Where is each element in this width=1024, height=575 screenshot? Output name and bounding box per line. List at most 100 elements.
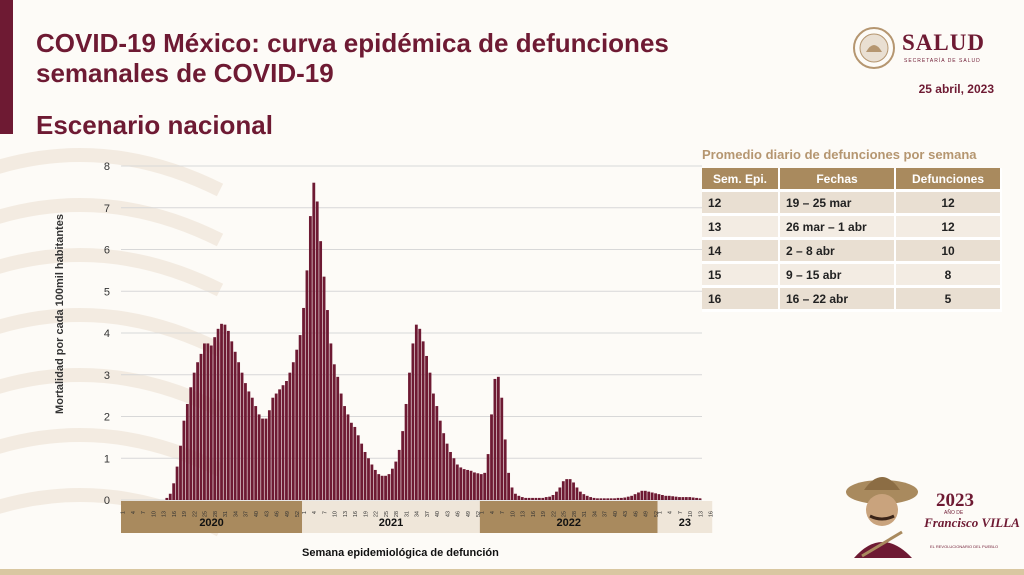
- bar: [582, 494, 586, 500]
- bar: [626, 496, 630, 500]
- x-tick-label: 34: [592, 511, 598, 517]
- x-tick-label: 49: [466, 511, 472, 517]
- table-row: 12 19 – 25 mar 12: [702, 190, 1002, 216]
- bar: [408, 372, 411, 500]
- bar: [343, 406, 346, 500]
- bar: [476, 473, 480, 500]
- bar: [418, 328, 422, 500]
- bar: [623, 497, 627, 500]
- bar: [654, 493, 657, 500]
- year-band: [479, 501, 658, 533]
- bar: [510, 487, 514, 500]
- x-tick-label: 37: [425, 511, 431, 517]
- x-tick-label: 1: [302, 511, 308, 514]
- bar: [404, 403, 408, 500]
- bar: [462, 469, 466, 500]
- bar: [353, 426, 357, 500]
- x-tick-label: 16: [172, 511, 178, 517]
- bar: [216, 328, 220, 500]
- x-tick-label: 7: [678, 511, 684, 514]
- bar: [507, 472, 511, 500]
- x-tick-label: 46: [633, 511, 639, 517]
- y-axis-label: Mortalidad por cada 100mil habitantes: [54, 214, 66, 414]
- bar: [226, 330, 230, 500]
- bar: [220, 323, 223, 500]
- bar: [380, 475, 384, 500]
- bar: [657, 494, 661, 500]
- bar: [534, 497, 538, 500]
- bottom-bar: [0, 569, 1024, 575]
- table-cell: 12: [702, 190, 780, 216]
- bar: [370, 464, 374, 500]
- bar: [578, 491, 582, 500]
- x-tick-label: 19: [182, 511, 188, 517]
- bar: [452, 458, 456, 500]
- bar: [606, 498, 610, 500]
- bar: [469, 470, 473, 500]
- bar: [493, 378, 497, 500]
- bar: [514, 493, 517, 500]
- bar: [531, 497, 534, 500]
- bar: [616, 497, 620, 500]
- table-title: Promedio diario de defunciones por seman…: [702, 147, 977, 162]
- bar: [496, 376, 500, 500]
- coat-of-arms-icon: [853, 27, 895, 69]
- bar: [640, 490, 644, 500]
- bar: [698, 498, 702, 500]
- bar: [308, 216, 312, 500]
- x-tick-label: 13: [698, 511, 704, 517]
- bar: [209, 345, 213, 500]
- bar: [432, 393, 435, 500]
- bar: [295, 349, 299, 500]
- page-title: COVID-19 México: curva epidémica de defu…: [36, 28, 669, 88]
- bar: [568, 479, 572, 501]
- bar: [196, 362, 200, 500]
- x-tick-label: 1: [480, 511, 486, 514]
- bar: [360, 443, 364, 500]
- bar: [203, 343, 206, 500]
- bar: [667, 495, 671, 500]
- bar: [445, 443, 449, 500]
- bar: [165, 497, 169, 500]
- bar: [390, 468, 394, 500]
- bar: [185, 403, 189, 500]
- bar: [435, 406, 439, 500]
- bar: [524, 497, 528, 500]
- bar: [599, 498, 603, 500]
- bar: [223, 324, 227, 500]
- bar: [425, 355, 428, 500]
- x-tick-label: 40: [435, 511, 441, 517]
- table-cell: 8: [895, 262, 1002, 288]
- bar: [551, 494, 555, 500]
- bar: [674, 496, 678, 500]
- bar: [592, 497, 596, 500]
- bar: [688, 497, 692, 500]
- bar: [414, 324, 418, 500]
- table-row: 16 16 – 22 abr 5: [702, 286, 1002, 312]
- table-cell: 16: [702, 286, 780, 312]
- bar: [449, 451, 452, 500]
- report-date: 25 abril, 2023: [918, 82, 994, 96]
- bar: [312, 182, 316, 500]
- weekly-deaths-table: Sem. Epi. Fechas Defunciones 12 19 – 25 m…: [702, 168, 1002, 312]
- table-cell: 5: [895, 286, 1002, 312]
- y-tick-label: 4: [104, 328, 110, 340]
- logo-tagline: SECRETARÍA DE SALUD: [904, 58, 981, 64]
- bar: [346, 414, 350, 500]
- bar: [572, 482, 575, 500]
- column-header: Sem. Epi.: [702, 168, 780, 192]
- y-tick-label: 5: [104, 286, 110, 298]
- x-tick-label: 22: [374, 511, 380, 517]
- x-tick-label: 7: [322, 511, 328, 514]
- bar: [602, 498, 606, 500]
- x-tick-label: 28: [572, 511, 578, 517]
- x-tick-label: 13: [162, 511, 168, 517]
- table-cell: 10: [895, 238, 1002, 264]
- table-header-row: Sem. Epi. Fechas Defunciones: [702, 168, 1002, 192]
- table-cell: 2 – 8 abr: [779, 238, 896, 264]
- bar: [302, 307, 305, 500]
- bar: [438, 420, 442, 500]
- bar: [339, 393, 343, 500]
- x-tick-label: 22: [193, 511, 199, 517]
